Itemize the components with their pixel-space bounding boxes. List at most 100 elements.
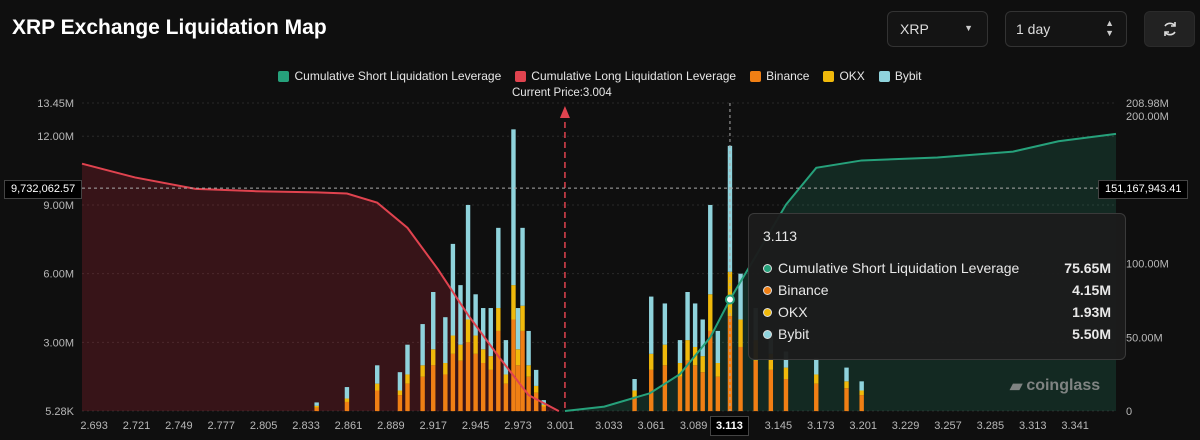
bar-bybit bbox=[677, 340, 683, 364]
asset-select-value: XRP bbox=[900, 21, 929, 37]
bar-binance bbox=[541, 406, 546, 412]
x-tick-label: 3.173 bbox=[807, 420, 835, 432]
x-tick-label: 3.145 bbox=[765, 420, 793, 432]
asset-select[interactable]: XRP ▼ bbox=[887, 11, 988, 47]
bar-binance bbox=[511, 319, 516, 412]
bar-binance bbox=[397, 395, 403, 412]
bar-okx bbox=[488, 356, 493, 370]
period-select[interactable]: 1 day ▲ ▼ bbox=[1005, 11, 1127, 47]
legend-swatch bbox=[750, 70, 762, 82]
bar-okx bbox=[465, 319, 471, 343]
bar-bybit bbox=[814, 358, 819, 375]
x-tick-label: 2.749 bbox=[165, 420, 193, 432]
coinglass-watermark: ▰ coinglass bbox=[1010, 376, 1100, 396]
bar-bybit bbox=[405, 344, 410, 375]
bar-bybit bbox=[515, 308, 521, 350]
crosshair-point bbox=[724, 294, 735, 305]
tooltip-title: 3.113 bbox=[763, 228, 797, 244]
legend-item-okx[interactable]: OKX bbox=[823, 69, 865, 83]
bar-okx bbox=[814, 374, 819, 384]
legend-swatch bbox=[515, 70, 527, 82]
bar-binance bbox=[496, 330, 501, 412]
chart-tooltip: 3.113 Cumulative Short Liquidation Lever… bbox=[748, 213, 1126, 360]
x-tick-label: 2.805 bbox=[250, 420, 278, 432]
bar-binance bbox=[431, 365, 436, 412]
bar-okx bbox=[458, 344, 463, 361]
bar-bybit bbox=[727, 145, 733, 272]
bar-binance bbox=[715, 376, 721, 412]
bar-bybit bbox=[496, 227, 501, 309]
series-dot-icon bbox=[763, 307, 772, 317]
crosshair-left-value: 9,732,062.57 bbox=[4, 180, 83, 199]
y-left-tick-label: 5.28K bbox=[45, 406, 74, 418]
series-dot-icon bbox=[763, 285, 772, 295]
x-tick-label: 3.001 bbox=[547, 420, 575, 432]
y-right-tick-label: 50.00M bbox=[1126, 332, 1163, 344]
y-right-tick-label: 200.00M bbox=[1126, 111, 1169, 123]
bar-binance bbox=[768, 369, 774, 412]
x-tick-label: 3.061 bbox=[637, 420, 665, 432]
bar-binance bbox=[662, 365, 668, 412]
x-tick-label: 3.033 bbox=[595, 420, 623, 432]
bar-okx bbox=[480, 349, 486, 364]
bar-binance bbox=[708, 330, 713, 412]
bar-binance bbox=[405, 383, 410, 412]
bar-okx bbox=[649, 353, 654, 370]
legend-label: Bybit bbox=[894, 69, 922, 83]
bar-okx bbox=[632, 390, 637, 398]
bar-bybit bbox=[649, 296, 654, 354]
x-tick-label: 2.721 bbox=[123, 420, 151, 432]
tooltip-label: OKX bbox=[778, 304, 808, 320]
long-line bbox=[81, 162, 560, 413]
legend-item-short[interactable]: Cumulative Short Liquidation Leverage bbox=[278, 69, 501, 83]
page-title: XRP Exchange Liquidation Map bbox=[12, 16, 327, 39]
bar-bybit bbox=[859, 381, 864, 391]
tooltip-row: Bybit 5.50M bbox=[763, 323, 1111, 345]
bar-okx bbox=[375, 383, 380, 391]
bar-okx bbox=[496, 308, 501, 331]
legend-item-bybit[interactable]: Bybit bbox=[878, 69, 922, 83]
bar-bybit bbox=[511, 129, 516, 286]
series-dot-icon bbox=[763, 263, 772, 273]
bar-binance bbox=[700, 372, 705, 412]
bar-binance bbox=[480, 363, 486, 412]
bar-okx bbox=[344, 398, 350, 402]
bar-bybit bbox=[397, 372, 403, 391]
tooltip-value: 75.65M bbox=[1064, 260, 1111, 276]
x-tick-label: 2.945 bbox=[462, 420, 490, 432]
bar-okx bbox=[677, 363, 683, 377]
legend-item-binance[interactable]: Binance bbox=[750, 69, 809, 83]
x-tick-label: 2.973 bbox=[504, 420, 532, 432]
tooltip-label: Cumulative Short Liquidation Leverage bbox=[778, 260, 1020, 276]
bar-bybit bbox=[431, 291, 436, 350]
chart-overlay bbox=[82, 103, 1116, 411]
chart-legend: Cumulative Short Liquidation Leverage Cu… bbox=[0, 69, 1200, 83]
bar-bybit bbox=[692, 303, 698, 347]
legend-item-long[interactable]: Cumulative Long Liquidation Leverage bbox=[515, 69, 736, 83]
x-tick-label: 2.917 bbox=[419, 420, 447, 432]
y-right-tick-label: 100.00M bbox=[1126, 259, 1169, 271]
bar-binance bbox=[649, 369, 654, 412]
bar-okx bbox=[503, 374, 509, 384]
series-dot-icon bbox=[763, 329, 772, 339]
bar-binance bbox=[503, 383, 509, 412]
tooltip-label: Binance bbox=[778, 282, 829, 298]
up-down-icon: ▲ ▼ bbox=[1105, 18, 1114, 38]
bar-bybit bbox=[450, 243, 456, 336]
bar-okx bbox=[515, 349, 521, 366]
bar-bybit bbox=[844, 367, 849, 382]
tooltip-value: 4.15M bbox=[1072, 282, 1111, 298]
tooltip-row: Binance 4.15M bbox=[763, 279, 1111, 301]
legend-label: Cumulative Long Liquidation Leverage bbox=[531, 69, 737, 83]
legend-label: Binance bbox=[766, 69, 810, 83]
bar-bybit bbox=[473, 294, 478, 336]
x-tick-label: 3.229 bbox=[892, 420, 920, 432]
bar-okx bbox=[715, 363, 721, 377]
x-tick-label: 2.889 bbox=[377, 420, 405, 432]
x-tick-label: 3.089 bbox=[680, 420, 708, 432]
x-tick-label: 2.861 bbox=[335, 420, 363, 432]
bar-bybit bbox=[526, 330, 531, 366]
refresh-button[interactable] bbox=[1144, 11, 1195, 47]
axis-labels: 5.28K 3.00M 6.00M 9.00M 12.00M 13.45M 0 50.00M 1… bbox=[37, 98, 1169, 432]
bar-binance bbox=[450, 353, 456, 412]
